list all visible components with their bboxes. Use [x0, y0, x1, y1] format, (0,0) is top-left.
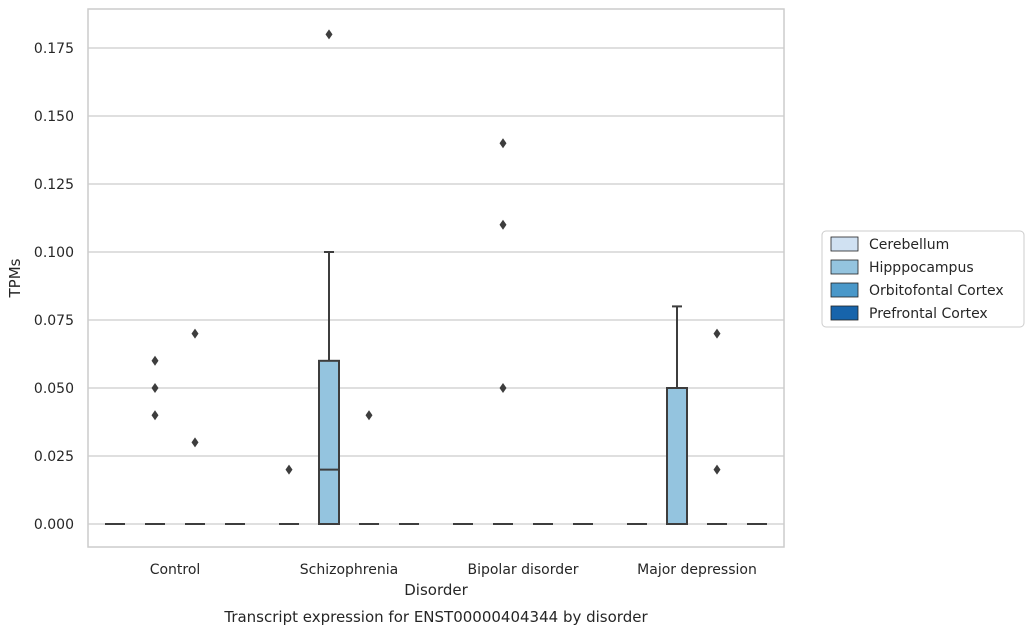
box-series [105, 29, 767, 525]
x-axis-label: Disorder [404, 581, 468, 599]
y-tick-labels: 0.000 0.025 0.050 0.075 0.100 0.125 0.150 0.175 [34, 41, 74, 533]
legend-swatch [830, 282, 859, 298]
outlier-marker [151, 355, 159, 366]
y-tick-label: 0.025 [34, 449, 74, 465]
x-tick-labels: Control Schizophrenia Bipolar disorder Majo… [150, 562, 757, 578]
y-tick-label: 0.175 [34, 41, 74, 57]
x-tick-label: Schizophrenia [300, 562, 398, 578]
chart-caption: Transcript expression for ENST0000040434… [223, 608, 648, 626]
outlier-marker [499, 383, 507, 393]
outlier-marker [499, 138, 507, 149]
y-tick-label: 0.100 [34, 245, 74, 261]
plot-frame [87, 8, 785, 548]
box-hipppocampus [666, 387, 688, 525]
outlier-marker [285, 464, 293, 475]
legend-label: Hipppocampus [869, 260, 974, 276]
x-tick-label: Bipolar disorder [467, 562, 578, 578]
outlier-marker [365, 410, 373, 421]
outlier-marker [499, 219, 507, 230]
outlier-marker [151, 410, 159, 421]
legend: Cerebellum Hipppocampus Orbitofontal Corte… [821, 230, 1025, 328]
y-tick-label: 0.125 [34, 177, 74, 193]
outlier-marker [151, 383, 159, 393]
legend-swatch [830, 236, 859, 252]
x-tick-label: Control [150, 562, 201, 578]
legend-label: Cerebellum [869, 237, 949, 253]
legend-frame [821, 230, 1025, 328]
y-tick-label: 0.000 [34, 517, 74, 533]
legend-swatch [830, 305, 859, 321]
outlier-marker [191, 437, 199, 448]
outlier-marker [191, 328, 199, 339]
outlier-marker [713, 464, 721, 475]
legend-label: Orbitofontal Cortex [869, 283, 1004, 299]
legend-swatch [830, 259, 859, 275]
legend-label: Prefrontal Cortex [869, 306, 988, 322]
x-tick-label: Major depression [637, 562, 757, 578]
y-axis-label: TPMs [6, 258, 24, 298]
y-tick-label: 0.150 [34, 109, 74, 125]
outlier-marker [713, 328, 721, 339]
y-tick-label: 0.075 [34, 313, 74, 329]
y-tick-label: 0.050 [34, 381, 74, 397]
box-hipppocampus [318, 359, 340, 525]
outlier-marker [325, 29, 333, 40]
